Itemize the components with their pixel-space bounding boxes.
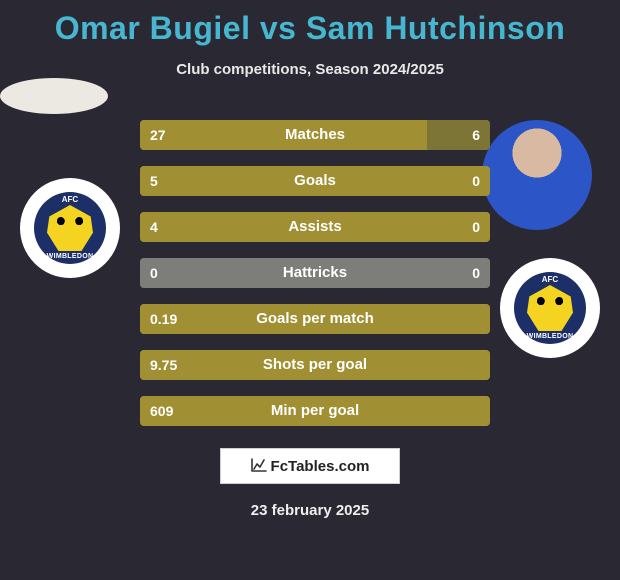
page-title: Omar Bugiel vs Sam Hutchinson [0, 0, 620, 47]
player-left-avatar [0, 78, 108, 114]
date-text: 23 february 2025 [0, 502, 620, 519]
stat-row: 276Matches [140, 120, 490, 150]
stat-label: Shots per goal [140, 350, 490, 380]
player-right-crest: AFC WIMBLEDON [500, 258, 600, 358]
crest-bottom-text: WIMBLEDON [34, 253, 106, 260]
watermark[interactable]: FcTables.com [220, 448, 400, 484]
crest-eagle-icon [527, 285, 573, 331]
crest-top-text: AFC [514, 275, 586, 284]
stat-label: Min per goal [140, 396, 490, 426]
stat-label: Goals [140, 166, 490, 196]
crest-bottom-text: WIMBLEDON [514, 333, 586, 340]
stat-label: Assists [140, 212, 490, 242]
stat-row: 9.75Shots per goal [140, 350, 490, 380]
stat-row: 609Min per goal [140, 396, 490, 426]
crest-eagle-icon [47, 205, 93, 251]
stat-row: 00Hattricks [140, 258, 490, 288]
player-right-avatar [482, 120, 592, 230]
stat-row: 50Goals [140, 166, 490, 196]
stat-label: Goals per match [140, 304, 490, 334]
watermark-text: FcTables.com [271, 458, 370, 475]
stat-label: Hattricks [140, 258, 490, 288]
stats-container: 276Matches 50Goals 40Assists 00Hattricks 0.1… [140, 120, 490, 442]
chart-icon [251, 458, 267, 475]
stat-row: 0.19Goals per match [140, 304, 490, 334]
crest-top-text: AFC [34, 195, 106, 204]
subtitle: Club competitions, Season 2024/2025 [0, 61, 620, 78]
player-left-crest: AFC WIMBLEDON [20, 178, 120, 278]
stat-label: Matches [140, 120, 490, 150]
stat-row: 40Assists [140, 212, 490, 242]
